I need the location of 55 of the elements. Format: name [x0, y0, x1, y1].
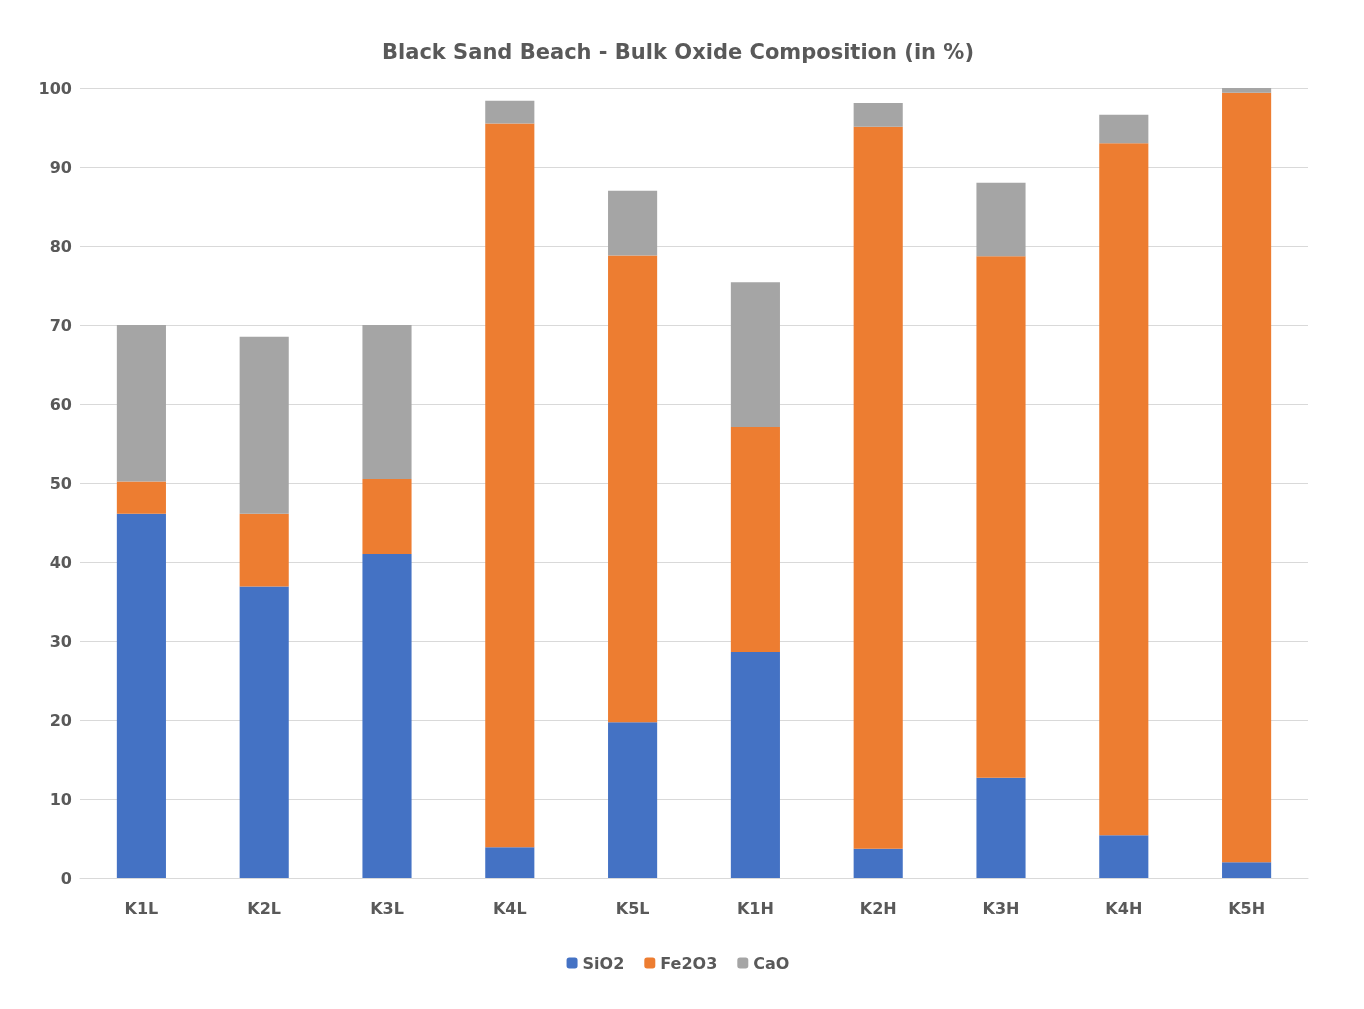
x-tick-label: K5H: [1228, 898, 1266, 918]
y-tick-label: 30: [49, 631, 72, 651]
legend-label: CaO: [753, 953, 790, 973]
bar: [853, 848, 903, 878]
bar: [116, 513, 166, 878]
bar: [730, 652, 780, 878]
bar: [1222, 862, 1272, 878]
bar: [1099, 143, 1149, 836]
y-tick-label: 40: [49, 552, 72, 572]
legend-label: Fe2O3: [660, 953, 718, 973]
y-tick-label: 20: [49, 710, 72, 730]
x-tick-label: K2H: [859, 898, 897, 918]
bar: [362, 554, 412, 878]
y-tick-label: 60: [49, 394, 72, 414]
bar: [730, 282, 780, 427]
x-tick-label: K2L: [247, 898, 282, 918]
x-tick-label: K1L: [124, 898, 159, 918]
x-tick-label: K5L: [615, 898, 650, 918]
y-tick-label: 0: [60, 868, 72, 888]
bar: [608, 255, 658, 723]
bar: [608, 722, 658, 878]
bar: [976, 777, 1026, 878]
y-tick-label: 80: [49, 236, 72, 256]
bar: [853, 103, 903, 127]
bar: [485, 847, 535, 878]
y-tick-label: 10: [49, 789, 72, 809]
y-tick-label: 100: [38, 78, 72, 98]
x-tick-label: K3L: [370, 898, 404, 918]
bar: [362, 325, 412, 480]
x-tick-label: K4H: [1105, 898, 1143, 918]
bar: [239, 336, 289, 514]
y-tick-label: 90: [49, 157, 72, 177]
bar: [362, 479, 412, 555]
bar: [239, 513, 289, 587]
bar: [1099, 114, 1149, 144]
bar: [1222, 92, 1272, 863]
y-tick-label: 50: [49, 473, 72, 493]
chart-title: Black Sand Beach - Bulk Oxide Composition (in %): [382, 39, 974, 64]
bar: [116, 481, 166, 514]
bar: [608, 190, 658, 256]
bar: [239, 586, 289, 878]
bar: [485, 123, 535, 848]
x-tick-label: K3H: [982, 898, 1020, 918]
legend-label: SiO2: [582, 953, 625, 973]
y-tick-label: 70: [49, 315, 72, 335]
x-tick-label: K4L: [492, 898, 527, 918]
bar: [976, 182, 1026, 257]
bar: [976, 256, 1026, 778]
bar: [116, 325, 166, 482]
bar: [1099, 835, 1149, 878]
x-tick-label: K1H: [736, 898, 774, 918]
bar: [485, 100, 535, 124]
bar: [853, 126, 903, 849]
bar: [1222, 88, 1272, 93]
bar: [730, 426, 780, 653]
